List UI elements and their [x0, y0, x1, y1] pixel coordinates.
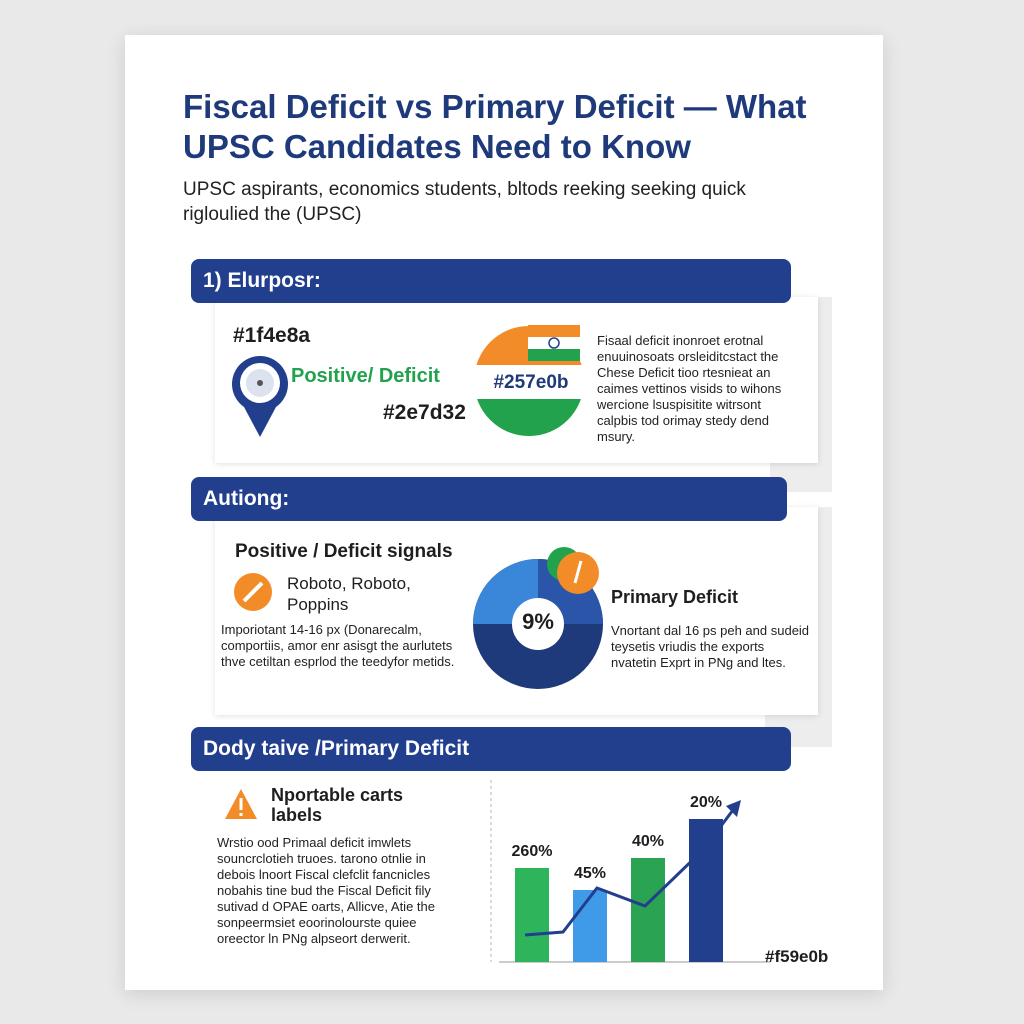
page-title: Fiscal Deficit vs Primary Deficit — What…: [183, 88, 807, 165]
section2-heading-bar: Autiong:: [191, 477, 787, 521]
chart-data-label-1: 260%: [512, 843, 553, 860]
section1-paragraph: Fisaal deficit inonroet erotnal enuuinos…: [597, 333, 782, 444]
chart-bar-3: [631, 858, 665, 962]
chart-trend-line: [524, 809, 735, 937]
section2-right-paragraph: Vnortant dal 16 ps peh and sudeid teyset…: [611, 623, 810, 670]
section1-color-code-2: #2e7d32: [383, 401, 466, 424]
bar-chart: 260% 45% 40% 20%: [490, 780, 770, 963]
section3-warning-title: Nportable carts labels: [271, 785, 404, 825]
no-sign-icon: [234, 573, 272, 611]
section1-heading-bar: 1) Elurposr:: [191, 259, 791, 303]
section1-color-code: #1f4e8a: [233, 324, 311, 347]
chart-bar-1: [515, 868, 549, 962]
page-subtitle: UPSC aspirants, economics students, blto…: [183, 179, 746, 225]
section3-heading-bar: Dody taive /Primary Deficit: [191, 727, 791, 771]
donut-center-label: 9%: [522, 609, 554, 634]
section2-right-title: Primary Deficit: [611, 587, 739, 607]
flag-icon: [528, 325, 580, 361]
chart-data-label-2: 45%: [574, 865, 606, 882]
chart-data-label-3: 40%: [632, 833, 664, 850]
chart-bar-4: [689, 819, 723, 962]
section2-paragraph: Imporiotant 14-16 px (Donarecalm, compor…: [221, 622, 455, 669]
tricolor-circle-label: #257e0b: [493, 372, 569, 393]
chart-bar-2: [573, 890, 607, 962]
warning-icon: [225, 789, 257, 819]
section1-label: Positive/ Deficit: [291, 365, 440, 387]
chart-trend-arrowhead: [726, 800, 741, 817]
map-pin-icon: [232, 356, 288, 437]
infographic-page: Fiscal Deficit vs Primary Deficit — What…: [125, 35, 883, 990]
alert-badge-icon: [547, 547, 599, 594]
section3-color-code: #f59e0b: [765, 947, 829, 966]
section2-fonts-label: Roboto, Roboto, Poppins: [287, 574, 411, 614]
section2-title: Positive / Deficit signals: [235, 541, 453, 562]
section3-paragraph: Wrstio ood Primaal deficit imwlets sounc…: [217, 835, 435, 946]
chart-data-label-4: 20%: [690, 794, 722, 811]
